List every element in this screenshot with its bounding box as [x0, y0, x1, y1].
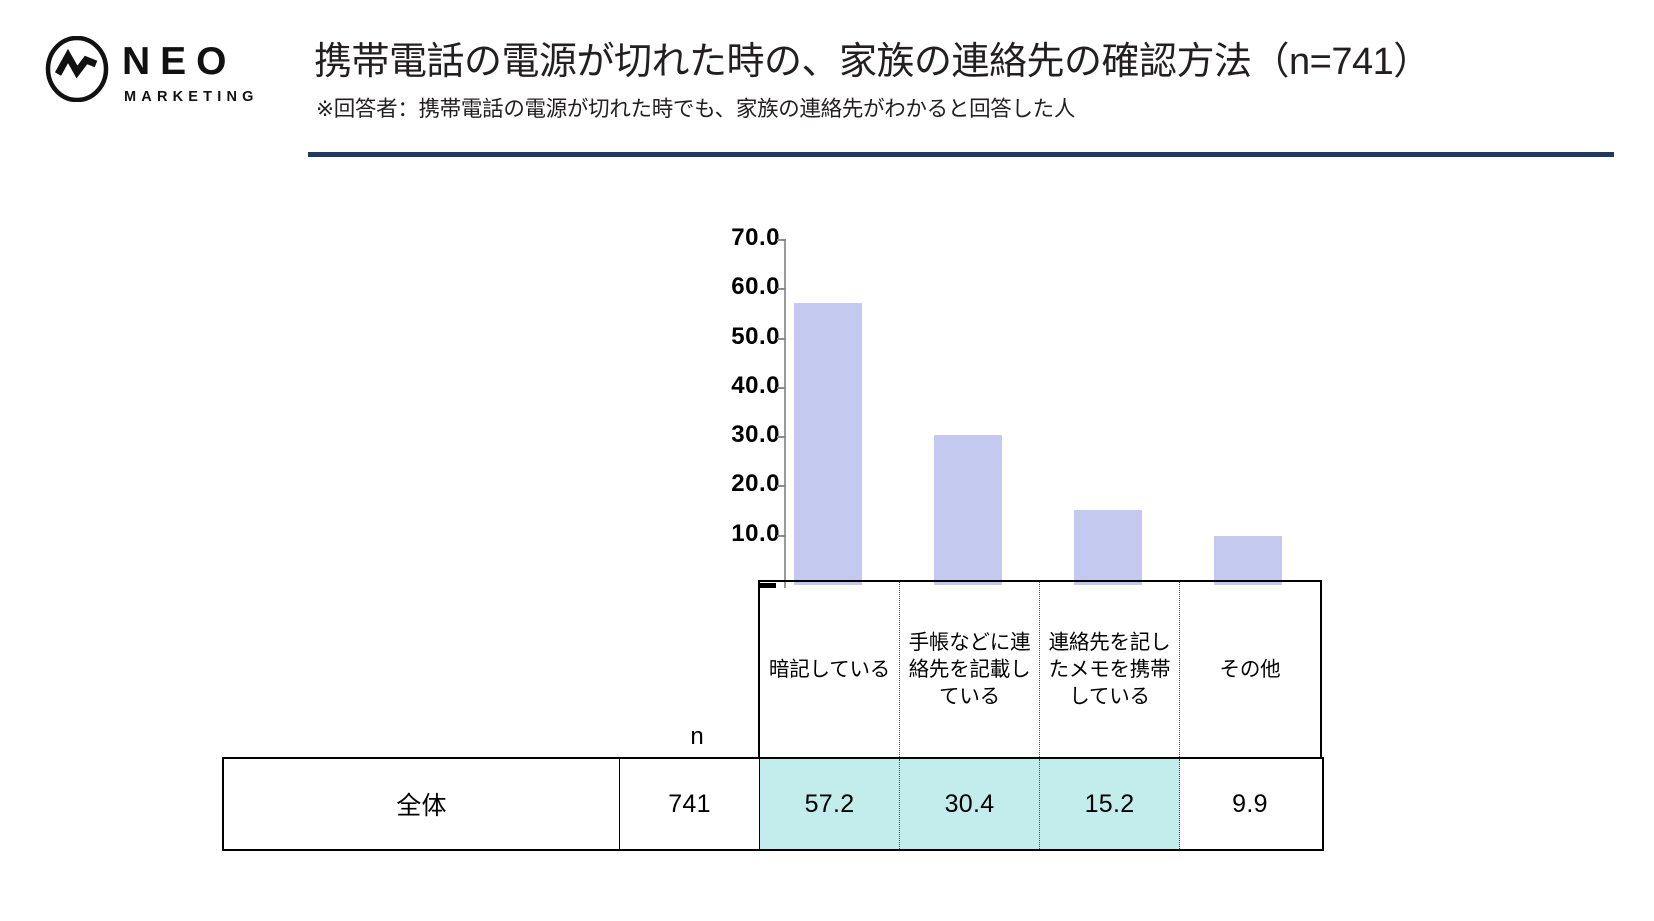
y-axis-tick-label: 20.0 [731, 470, 780, 498]
table-cell-value: 57.2 [760, 759, 900, 849]
page-subtitle: ※回答者：携帯電話の電源が切れた時でも、家族の連絡先がわかると回答した人 [316, 97, 1076, 121]
table-category-header: 連絡先を記したメモを携帯している [1040, 582, 1180, 757]
brand-logo: NEO MARKETING [44, 36, 284, 116]
table-row-label: 全体 [224, 759, 620, 849]
y-axis-tick-label: 40.0 [731, 371, 780, 399]
y-axis-tick-label: 60.0 [731, 273, 780, 301]
brand-name: NEO [122, 40, 237, 83]
y-axis-tick-mark [777, 239, 786, 241]
table-cell-value: 30.4 [900, 759, 1040, 849]
table-n-header: n [690, 723, 704, 750]
table-cell-n: 741 [620, 759, 760, 849]
table-category-header-row: 暗記している 手帳などに連絡先を記載している 連絡先を記したメモを携帯している その他 [758, 580, 1322, 757]
y-axis-tick-mark [777, 337, 786, 340]
page-header: NEO MARKETING 携帯電話の電源が切れた時の、家族の連絡先の確認方法（… [0, 0, 1654, 170]
table-row: 全体 741 57.2 30.4 15.2 9.9 [222, 757, 1324, 851]
table-category-header: 手帳などに連絡先を記載している [900, 582, 1040, 757]
bar [1074, 510, 1142, 585]
y-axis-tick-label: 10.0 [731, 519, 780, 547]
y-axis-tick-label: 50.0 [731, 322, 780, 350]
table-category-header: その他 [1219, 657, 1281, 681]
y-axis-tick-mark [777, 534, 786, 537]
y-axis-line [784, 240, 786, 588]
table-cell-value: 9.9 [1232, 789, 1268, 818]
header-divider [308, 152, 1614, 157]
y-axis-tick-label: 70.0 [731, 224, 780, 251]
table-category-header: 暗記している [760, 582, 900, 757]
bar [794, 303, 862, 585]
brand-tagline: MARKETING [124, 89, 259, 105]
neo-circle-wave-icon [45, 36, 109, 102]
y-axis-tick-mark [777, 436, 786, 439]
y-axis-tick-mark [777, 386, 786, 389]
bar [1214, 536, 1282, 585]
page-title: 携帯電話の電源が切れた時の、家族の連絡先の確認方法（n=741） [314, 41, 1431, 83]
table-cell-value: 15.2 [1040, 759, 1180, 849]
y-axis-zero-tick [758, 583, 776, 588]
y-axis-tick-mark [777, 485, 786, 488]
bar [934, 435, 1002, 585]
y-axis-tick-label: 30.0 [731, 421, 780, 449]
y-axis-tick-mark [777, 288, 786, 291]
